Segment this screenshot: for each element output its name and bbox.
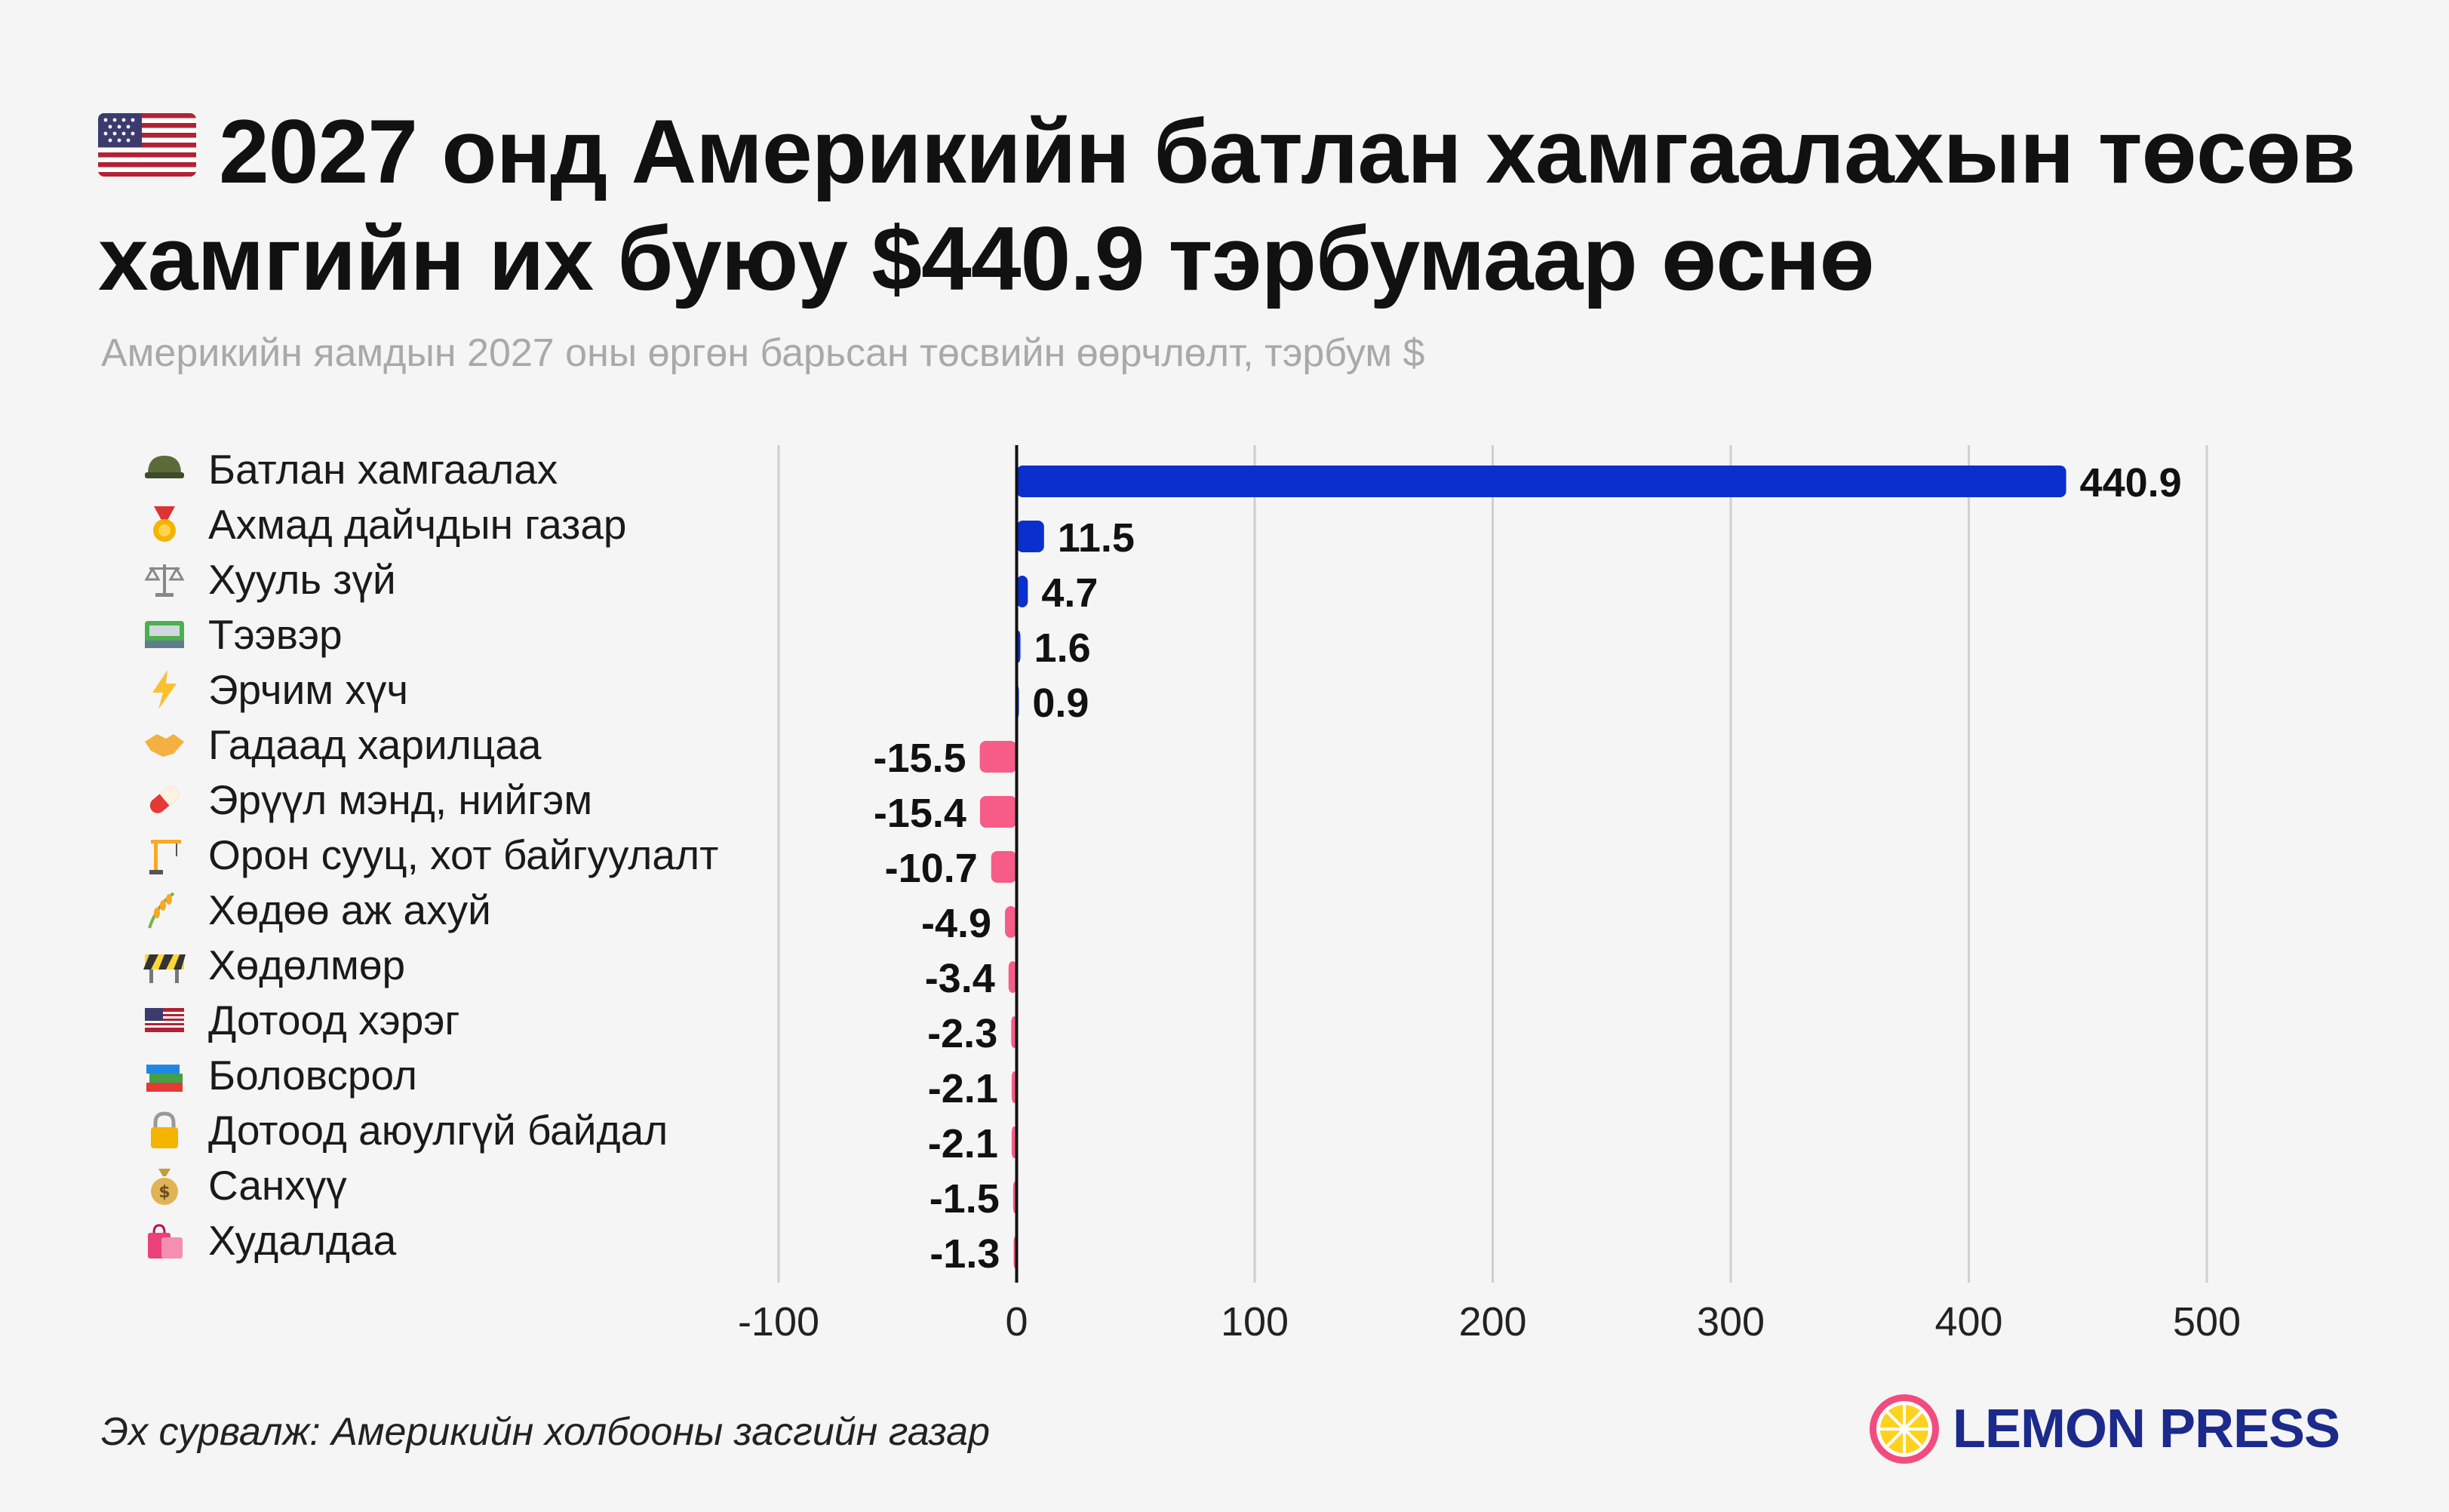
x-tick-label: -100 <box>738 1299 819 1345</box>
bar-value-label: -2.3 <box>927 1011 997 1056</box>
category-label-text: Батлан хамгаалах <box>208 446 558 493</box>
category-label: Хууль зүй <box>143 552 396 607</box>
category-label: Хөдөө аж ахуй <box>143 883 491 937</box>
bar <box>979 796 1017 828</box>
x-tick-label: 0 <box>1005 1299 1028 1345</box>
crane-icon <box>149 840 181 874</box>
category-label: $ Санхүү <box>143 1158 347 1212</box>
category-label-text: Дотоод аюулгүй байдал <box>208 1107 668 1154</box>
lemon-icon <box>1870 1394 1939 1464</box>
category-label: Орон сууц, хот байгуулалт <box>143 828 718 882</box>
category-label: Эрчим хүч <box>143 662 408 717</box>
category-label-text: Хөдөлмөр <box>208 942 406 988</box>
chart-subtitle: Америкийн яамдын 2027 оны өргөн барьсан … <box>101 331 1425 375</box>
bar-value-label: -2.1 <box>928 1066 998 1111</box>
bar-value-label: -1.5 <box>930 1176 1000 1222</box>
lightning-icon <box>152 670 177 709</box>
category-label-text: Санхүү <box>208 1162 347 1209</box>
category-label-text: Эрчим хүч <box>208 666 409 713</box>
category-label-text: Ахмад дайчдын газар <box>208 501 627 548</box>
category-label: Боловсрол <box>143 1048 417 1102</box>
pill-icon <box>149 786 180 813</box>
bar-value-label: -15.4 <box>874 791 966 836</box>
bar-value-label: 440.9 <box>2080 460 2182 506</box>
bar <box>991 851 1017 883</box>
helmet-icon <box>145 456 184 478</box>
scales-icon <box>144 564 185 597</box>
category-label: Эрүүл мэнд, нийгэм <box>143 773 592 827</box>
bar-value-label: -15.5 <box>874 736 966 781</box>
us-flag-icon <box>145 1008 184 1032</box>
bar <box>1016 466 2066 497</box>
brand-name: LEMON PRESS <box>1953 1399 2340 1459</box>
bar-value-label: -3.4 <box>925 956 995 1001</box>
chart-title: 2027 онд Америкийн батлан хамгаалахын тө… <box>98 98 2361 312</box>
books-icon <box>146 1065 183 1092</box>
bar-value-label: -1.3 <box>930 1231 1000 1277</box>
source-note: Эх сурвалж: Америкийн холбооны засгийн г… <box>101 1410 990 1454</box>
lock-icon <box>151 1111 178 1148</box>
bar <box>1005 906 1017 938</box>
svg-text:$: $ <box>158 1183 170 1202</box>
bar-value-label: 1.6 <box>1034 625 1091 671</box>
bar-value-label: 0.9 <box>1032 681 1089 726</box>
bar-value-label: 4.7 <box>1041 570 1098 616</box>
bar-value-label: -10.7 <box>885 846 978 891</box>
bar-value-label: -2.1 <box>928 1121 998 1166</box>
category-label-text: Тээвэр <box>208 611 343 658</box>
bar <box>1008 961 1017 993</box>
railway-icon <box>145 621 184 648</box>
chart-title-text: 2027 онд Америкийн батлан хамгаалахын тө… <box>98 101 2356 309</box>
category-label-text: Боловсрол <box>208 1052 417 1099</box>
construction-barrier-icon <box>143 954 186 983</box>
x-tick-label: 300 <box>1697 1299 1765 1345</box>
bar-value-label: -4.9 <box>921 901 991 946</box>
bar-value-label: 11.5 <box>1058 515 1135 561</box>
money-bag-icon: $ <box>151 1169 178 1205</box>
x-tick-label: 200 <box>1458 1299 1526 1345</box>
us-flag-icon <box>98 113 196 177</box>
category-label: Тээвэр <box>143 607 343 662</box>
category-label-text: Хөдөө аж ахуй <box>208 887 491 933</box>
rice-icon <box>148 892 175 929</box>
shopping-bags-icon <box>148 1224 183 1258</box>
category-label: Гадаад харилцаа <box>143 718 541 772</box>
x-tick-label: 400 <box>1934 1299 2002 1345</box>
category-label: Батлан хамгаалах <box>143 442 558 496</box>
category-label-text: Гадаад харилцаа <box>208 721 542 768</box>
bar <box>1016 576 1028 607</box>
category-label-text: Орон сууц, хот байгуулалт <box>208 831 719 878</box>
category-label: Худалдаа <box>143 1213 396 1268</box>
brand-logo: LEMON PRESS <box>1867 1391 2340 1467</box>
category-label: Дотоод хэрэг <box>143 993 459 1047</box>
bar <box>979 741 1017 773</box>
category-label-text: Эрүүл мэнд, нийгэм <box>208 776 593 823</box>
category-label-text: Худалдаа <box>208 1217 397 1264</box>
bar-chart: -100 0 100 200 300 400 500 440.9 11.5 4.7 1.6 0.9 -1… <box>738 445 2241 1345</box>
category-label: Хөдөлмөр <box>143 938 405 992</box>
category-label: Ахмад дайчдын газар <box>143 497 627 552</box>
bar <box>1016 521 1044 552</box>
category-label-text: Дотоод хэрэг <box>208 997 460 1043</box>
x-tick-label: 100 <box>1221 1299 1289 1345</box>
handshake-icon <box>145 734 184 757</box>
category-label-text: Хууль зүй <box>208 556 396 603</box>
medal-icon <box>153 506 176 542</box>
x-tick-label: 500 <box>2173 1299 2241 1345</box>
category-label: Дотоод аюулгүй байдал <box>143 1103 668 1157</box>
